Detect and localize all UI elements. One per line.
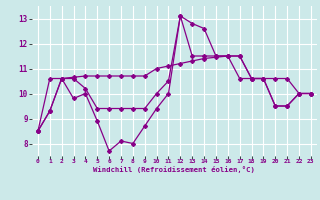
X-axis label: Windchill (Refroidissement éolien,°C): Windchill (Refroidissement éolien,°C) (93, 166, 255, 173)
